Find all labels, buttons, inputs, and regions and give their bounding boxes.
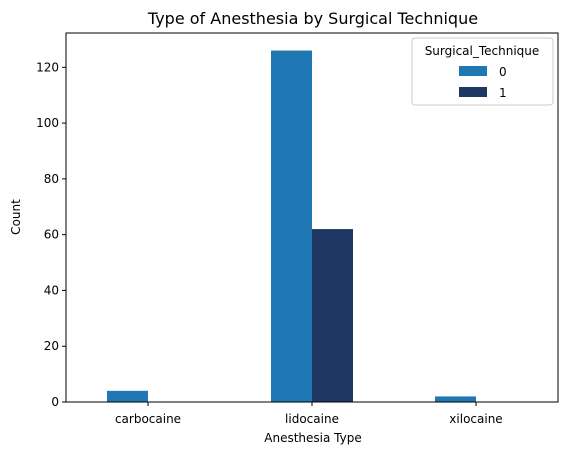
- x-axis: carbocaine lidocaine xilocaine: [115, 402, 503, 426]
- legend-label-1: 1: [499, 86, 507, 100]
- y-tick-label: 80: [44, 172, 59, 186]
- legend-title: Surgical_Technique: [425, 44, 540, 58]
- bar-lidocaine-series-0: [271, 50, 312, 402]
- chart-title: Type of Anesthesia by Surgical Technique: [147, 9, 478, 28]
- y-tick-label: 0: [51, 395, 59, 409]
- x-tick-label: lidocaine: [285, 412, 339, 426]
- y-axis-label: Count: [9, 199, 23, 235]
- y-tick-label: 20: [44, 339, 59, 353]
- x-tick-label: carbocaine: [115, 412, 181, 426]
- y-tick-label: 120: [36, 60, 59, 74]
- legend: Surgical_Technique 0 1: [411, 37, 554, 106]
- bar-xilocaine-series-0: [435, 396, 476, 402]
- x-axis-label: Anesthesia Type: [264, 431, 361, 445]
- y-tick-label: 100: [36, 116, 59, 130]
- y-tick-label: 40: [44, 283, 59, 297]
- x-tick-label: xilocaine: [449, 412, 502, 426]
- y-axis: 0 20 40 60 80 100 120: [36, 60, 66, 409]
- bars-group: [107, 50, 476, 402]
- legend-swatch-1: [459, 87, 487, 97]
- bar-lidocaine-series-1: [312, 229, 353, 402]
- legend-swatch-0: [459, 66, 487, 76]
- bar-carbocaine-series-0: [107, 390, 148, 402]
- y-tick-label: 60: [44, 228, 59, 242]
- legend-label-0: 0: [499, 65, 507, 79]
